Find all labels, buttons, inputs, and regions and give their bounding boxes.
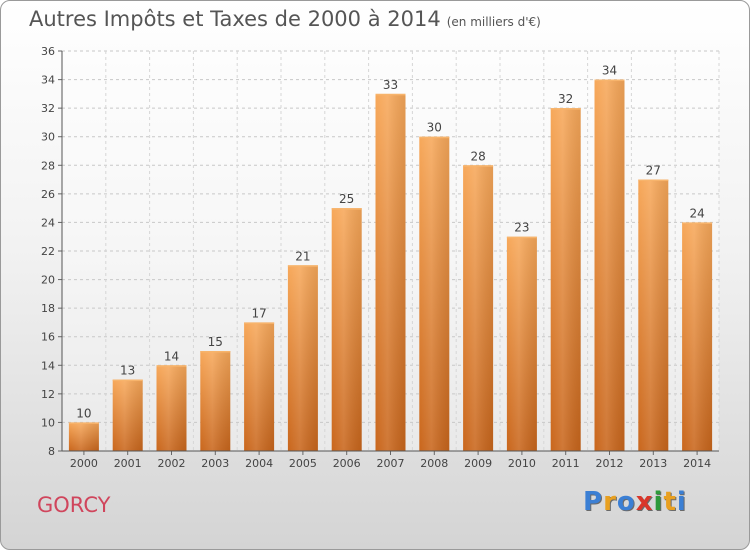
bar-shading [331, 208, 362, 451]
bar-value-label: 24 [689, 206, 704, 220]
y-tick-label: 30 [41, 131, 55, 144]
bar-top-edge [506, 236, 537, 239]
y-tick-label: 22 [41, 245, 55, 258]
bar-shading [419, 136, 450, 451]
y-tick-label: 12 [41, 388, 55, 401]
bar-value-label: 21 [295, 249, 310, 263]
y-tick-label: 18 [41, 302, 55, 315]
bar-shading [68, 422, 99, 451]
x-tick-label: 2012 [596, 457, 624, 470]
bar-top-edge [244, 322, 275, 324]
y-tick-label: 14 [41, 359, 55, 372]
bar-top-edge [287, 265, 318, 267]
bar-value-label: 13 [120, 364, 135, 378]
bar-shading [682, 222, 713, 451]
chart-unit: (en milliers d'€) [446, 15, 541, 29]
bar-shading [638, 179, 669, 452]
y-tick-label: 16 [41, 331, 55, 344]
x-tick-label: 2005 [289, 457, 317, 470]
logo-letter: i [653, 487, 664, 517]
bar-top-edge [200, 351, 231, 353]
commune-name: GORCY [37, 493, 111, 517]
bar-shading [463, 165, 494, 452]
x-tick-label: 2007 [377, 457, 405, 470]
proxiti-logo: Proxiti [583, 487, 687, 517]
bar-top-edge [682, 222, 713, 224]
x-tick-label: 2001 [114, 457, 142, 470]
x-tick-label: 2003 [201, 457, 229, 470]
bar-top-edge [375, 93, 406, 96]
x-tick-label: 2011 [552, 457, 580, 470]
bar-shading [244, 322, 275, 451]
chart-title-text: Autres Impôts et Taxes de 2000 à 2014 [29, 7, 441, 31]
bar-shading [550, 108, 581, 452]
bar-shading [506, 236, 537, 451]
y-tick-label: 34 [41, 74, 55, 87]
logo-letter: P [583, 487, 604, 517]
y-tick-label: 8 [48, 445, 55, 458]
x-tick-label: 2013 [639, 457, 667, 470]
bar-top-edge [594, 79, 625, 82]
bar-top-edge [638, 179, 669, 182]
x-tick-label: 2000 [70, 457, 98, 470]
y-tick-label: 24 [41, 216, 55, 229]
logo-letter: x [635, 487, 654, 517]
bar-value-label: 30 [427, 121, 442, 135]
y-tick-label: 20 [41, 274, 55, 287]
bar-value-label: 33 [383, 78, 398, 92]
bar-value-label: 23 [514, 221, 529, 235]
x-tick-label: 2004 [245, 457, 273, 470]
bar-shading [200, 351, 231, 451]
bar-value-label: 28 [470, 149, 485, 163]
y-tick-label: 26 [41, 188, 55, 201]
logo-letter: t [663, 487, 677, 517]
chart-title: Autres Impôts et Taxes de 2000 à 2014 (en… [29, 7, 541, 31]
bar-value-label: 17 [251, 306, 266, 320]
bar-value-label: 15 [208, 335, 223, 349]
bar-top-edge [419, 136, 450, 139]
bar-value-label: 34 [602, 64, 617, 78]
bar-shading [375, 93, 406, 451]
x-tick-label: 2010 [508, 457, 536, 470]
bar-shading [594, 79, 625, 452]
x-tick-label: 2008 [420, 457, 448, 470]
x-tick-label: 2006 [333, 457, 361, 470]
bar-value-label: 14 [164, 349, 179, 363]
y-tick-label: 36 [41, 45, 55, 58]
bar-value-label: 32 [558, 92, 573, 106]
bar-top-edge [463, 165, 494, 167]
bar-top-edge [331, 208, 362, 210]
x-tick-label: 2002 [158, 457, 186, 470]
bar-shading [156, 365, 187, 451]
logo-letter: i [676, 487, 687, 517]
logo-letter: r [603, 487, 617, 517]
bar-shading [112, 379, 143, 451]
bar-value-label: 27 [646, 164, 661, 178]
bar-top-edge [550, 108, 581, 110]
y-tick-label: 28 [41, 159, 55, 172]
x-tick-label: 2009 [464, 457, 492, 470]
bar-top-edge [68, 422, 99, 424]
logo-letter: o [616, 487, 636, 517]
bar-value-label: 10 [76, 406, 91, 420]
bar-top-edge [112, 379, 143, 382]
x-tick-label: 2014 [683, 457, 711, 470]
y-tick-label: 10 [41, 416, 55, 429]
bar-shading [287, 265, 318, 451]
y-tick-label: 32 [41, 102, 55, 115]
bar-value-label: 25 [339, 192, 354, 206]
bar-top-edge [156, 365, 187, 367]
